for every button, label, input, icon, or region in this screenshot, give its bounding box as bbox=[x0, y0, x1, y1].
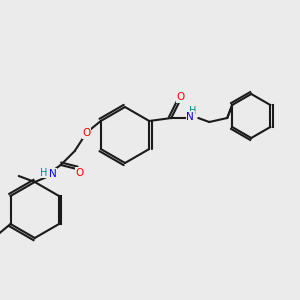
Text: O: O bbox=[176, 92, 184, 102]
Text: H: H bbox=[189, 106, 196, 116]
Text: H: H bbox=[40, 168, 47, 178]
Text: N: N bbox=[186, 112, 194, 122]
Text: N: N bbox=[49, 169, 57, 179]
Text: O: O bbox=[76, 168, 84, 178]
Text: O: O bbox=[82, 128, 91, 138]
